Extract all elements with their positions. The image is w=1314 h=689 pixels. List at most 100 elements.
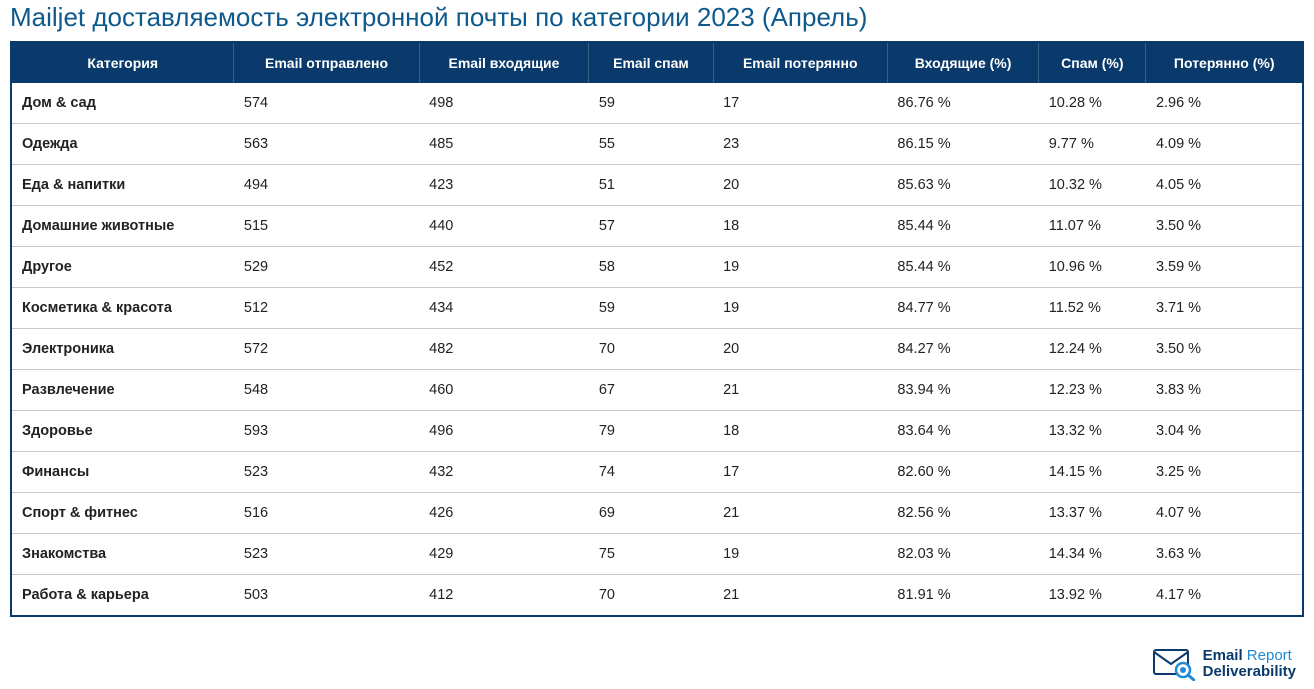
cell-value: 485 [419, 124, 589, 165]
cell-category: Еда & напитки [11, 165, 234, 206]
cell-value: 67 [589, 370, 713, 411]
cell-value: 426 [419, 493, 589, 534]
cell-value: 79 [589, 411, 713, 452]
cell-value: 85.63 % [887, 165, 1038, 206]
cell-value: 432 [419, 452, 589, 493]
cell-category: Знакомства [11, 534, 234, 575]
cell-value: 85.44 % [887, 247, 1038, 288]
cell-value: 83.64 % [887, 411, 1038, 452]
cell-value: 84.27 % [887, 329, 1038, 370]
cell-value: 4.07 % [1146, 493, 1303, 534]
cell-value: 512 [234, 288, 419, 329]
cell-category: Развлечение [11, 370, 234, 411]
col-inbox: Email входящие [419, 42, 589, 83]
cell-value: 82.56 % [887, 493, 1038, 534]
col-lost: Email потерянно [713, 42, 887, 83]
cell-category: Электроника [11, 329, 234, 370]
cell-value: 423 [419, 165, 589, 206]
cell-category: Домашние животные [11, 206, 234, 247]
cell-value: 74 [589, 452, 713, 493]
cell-value: 496 [419, 411, 589, 452]
table-header: Категория Email отправлено Email входящи… [11, 42, 1303, 83]
cell-value: 13.37 % [1039, 493, 1146, 534]
table-row: Еда & напитки494423512085.63 %10.32 %4.0… [11, 165, 1303, 206]
cell-value: 23 [713, 124, 887, 165]
deliverability-table: Категория Email отправлено Email входящи… [10, 41, 1304, 617]
cell-value: 10.28 % [1039, 83, 1146, 124]
cell-value: 3.83 % [1146, 370, 1303, 411]
table-row: Дом & сад574498591786.76 %10.28 %2.96 % [11, 83, 1303, 124]
cell-value: 17 [713, 452, 887, 493]
brand-word-report: Report [1243, 647, 1292, 664]
col-spam-pct: Спам (%) [1039, 42, 1146, 83]
table-header-row: Категория Email отправлено Email входящи… [11, 42, 1303, 83]
cell-value: 523 [234, 534, 419, 575]
col-inbox-pct: Входящие (%) [887, 42, 1038, 83]
cell-value: 482 [419, 329, 589, 370]
brand-line-1: Email Report [1203, 648, 1296, 664]
cell-value: 2.96 % [1146, 83, 1303, 124]
brand-logo-text: Email Report Deliverability [1203, 648, 1296, 680]
cell-value: 21 [713, 575, 887, 617]
cell-category: Финансы [11, 452, 234, 493]
cell-value: 572 [234, 329, 419, 370]
cell-value: 12.24 % [1039, 329, 1146, 370]
cell-value: 460 [419, 370, 589, 411]
cell-value: 434 [419, 288, 589, 329]
table-row: Работа & карьера503412702181.91 %13.92 %… [11, 575, 1303, 617]
cell-category: Здоровье [11, 411, 234, 452]
col-lost-pct: Потерянно (%) [1146, 42, 1303, 83]
cell-value: 18 [713, 206, 887, 247]
cell-value: 81.91 % [887, 575, 1038, 617]
cell-category: Одежда [11, 124, 234, 165]
cell-value: 75 [589, 534, 713, 575]
cell-category: Спорт & фитнес [11, 493, 234, 534]
cell-value: 21 [713, 370, 887, 411]
cell-value: 563 [234, 124, 419, 165]
col-sent: Email отправлено [234, 42, 419, 83]
cell-value: 21 [713, 493, 887, 534]
cell-value: 10.96 % [1039, 247, 1146, 288]
cell-value: 440 [419, 206, 589, 247]
cell-value: 20 [713, 165, 887, 206]
table-row: Спорт & фитнес516426692182.56 %13.37 %4.… [11, 493, 1303, 534]
cell-value: 13.92 % [1039, 575, 1146, 617]
cell-value: 498 [419, 83, 589, 124]
brand-word-email: Email [1203, 647, 1243, 664]
cell-value: 412 [419, 575, 589, 617]
cell-category: Другое [11, 247, 234, 288]
cell-value: 593 [234, 411, 419, 452]
cell-value: 3.71 % [1146, 288, 1303, 329]
table-row: Другое529452581985.44 %10.96 %3.59 % [11, 247, 1303, 288]
cell-value: 58 [589, 247, 713, 288]
brand-logo: Email Report Deliverability [1153, 647, 1296, 681]
cell-value: 84.77 % [887, 288, 1038, 329]
cell-value: 452 [419, 247, 589, 288]
table-row: Электроника572482702084.27 %12.24 %3.50 … [11, 329, 1303, 370]
cell-category: Дом & сад [11, 83, 234, 124]
cell-value: 3.59 % [1146, 247, 1303, 288]
table-row: Одежда563485552386.15 %9.77 %4.09 % [11, 124, 1303, 165]
cell-value: 4.09 % [1146, 124, 1303, 165]
cell-value: 86.76 % [887, 83, 1038, 124]
cell-value: 3.63 % [1146, 534, 1303, 575]
cell-value: 12.23 % [1039, 370, 1146, 411]
cell-value: 17 [713, 83, 887, 124]
cell-value: 59 [589, 83, 713, 124]
cell-category: Косметика & красота [11, 288, 234, 329]
cell-value: 18 [713, 411, 887, 452]
table-row: Финансы523432741782.60 %14.15 %3.25 % [11, 452, 1303, 493]
col-spam: Email спам [589, 42, 713, 83]
cell-value: 10.32 % [1039, 165, 1146, 206]
cell-value: 13.32 % [1039, 411, 1146, 452]
brand-line-2: Deliverability [1203, 664, 1296, 680]
cell-value: 83.94 % [887, 370, 1038, 411]
table-row: Домашние животные515440571885.44 %11.07 … [11, 206, 1303, 247]
cell-value: 4.17 % [1146, 575, 1303, 617]
cell-value: 70 [589, 575, 713, 617]
cell-value: 82.60 % [887, 452, 1038, 493]
cell-value: 494 [234, 165, 419, 206]
cell-value: 3.50 % [1146, 206, 1303, 247]
page-title: Mailjet доставляемость электронной почты… [10, 0, 1304, 41]
table-row: Знакомства523429751982.03 %14.34 %3.63 % [11, 534, 1303, 575]
